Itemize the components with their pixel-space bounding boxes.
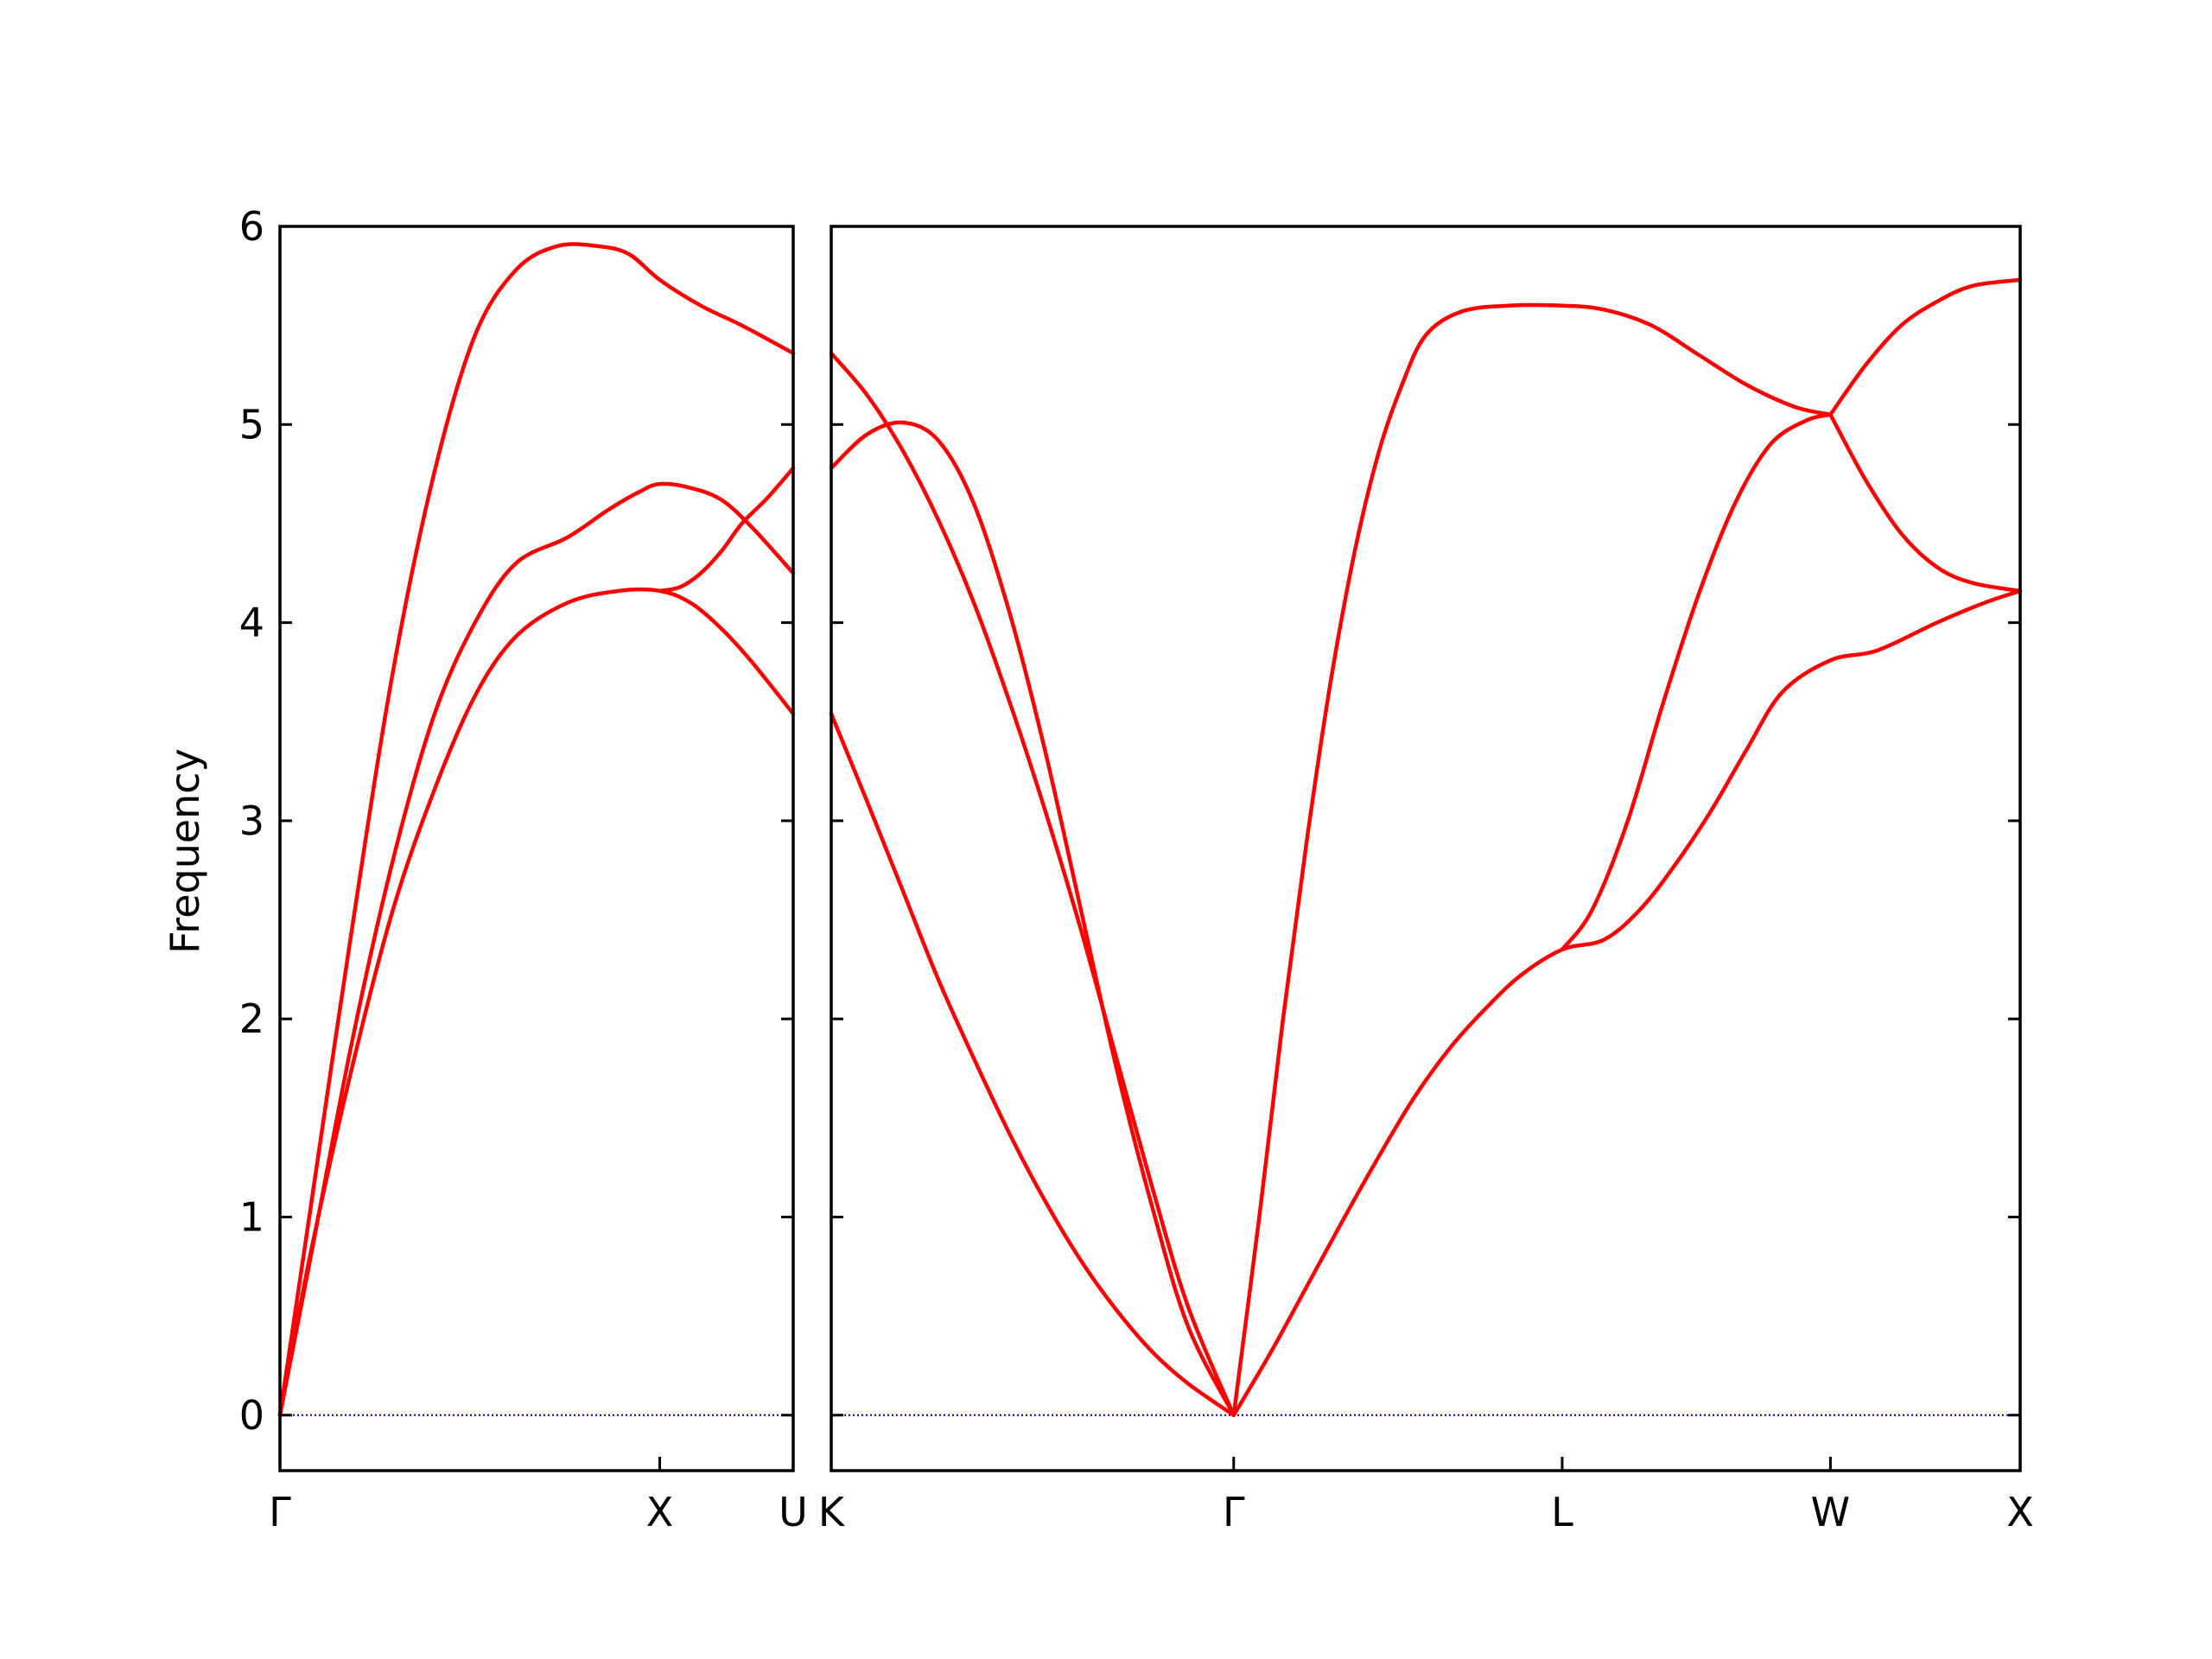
band-line-4 (1231, 588, 2023, 1418)
band-line-7 (1828, 277, 2023, 417)
x-tick-label: Γ (269, 1489, 291, 1535)
y-tick-label: 2 (239, 995, 264, 1042)
x-tick-label: Γ (1223, 1489, 1245, 1535)
band-line-2 (829, 351, 1236, 1418)
x-tick-label: X (2006, 1489, 2034, 1535)
band-line-3 (829, 420, 1236, 1418)
panel-frame (278, 225, 795, 1472)
band-line-1 (829, 711, 1236, 1418)
band-line-4 (658, 466, 796, 594)
x-tick-label: L (1551, 1489, 1573, 1535)
panel-frame (830, 225, 2022, 1472)
y-tick-labels: 0 1 2 3 4 5 6 (239, 203, 264, 1439)
x-tick-label: K (818, 1489, 846, 1535)
band-line-3 (277, 587, 796, 1418)
x-tick-label: U (779, 1489, 808, 1535)
x-tick-label: X (646, 1489, 674, 1535)
y-axis-label: Frequency (162, 748, 208, 954)
band-line-2 (277, 242, 796, 1418)
y-tick-label: 1 (239, 1193, 264, 1240)
y-tick-label: 3 (239, 798, 264, 844)
y-tick-label: 4 (239, 600, 264, 646)
y-tick-label: 5 (239, 401, 264, 448)
band-line-8 (1828, 412, 2023, 594)
y-tick-label: 6 (239, 203, 264, 250)
y-tick-label: 0 (239, 1392, 264, 1439)
band-line-5 (1231, 302, 1833, 1418)
band-line-1 (277, 481, 796, 1418)
band-line-6 (1560, 412, 1833, 952)
x-tick-label: W (1811, 1489, 1850, 1535)
